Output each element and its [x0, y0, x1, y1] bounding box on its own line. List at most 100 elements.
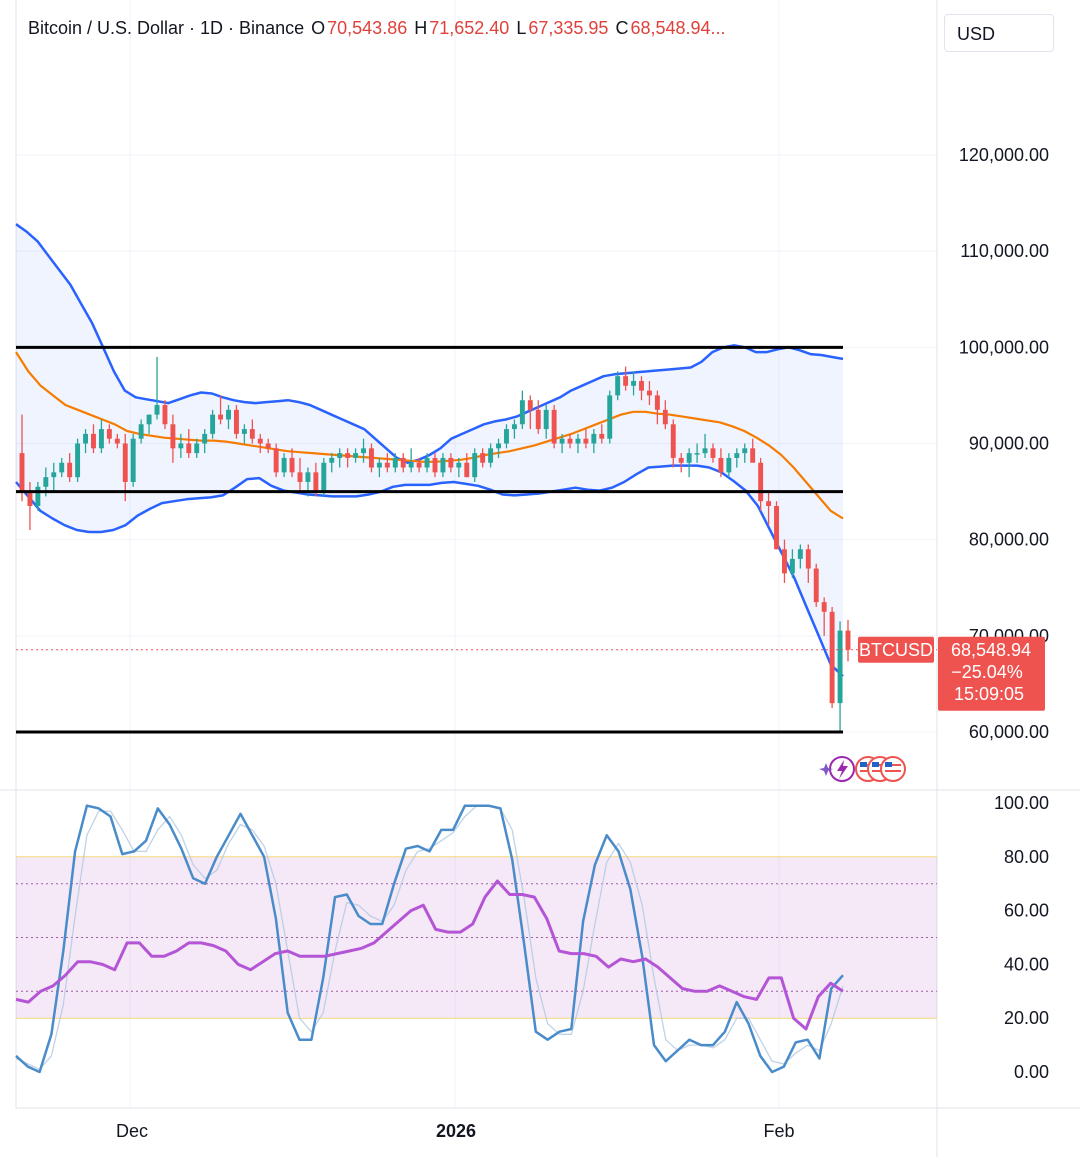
candle-body [623, 376, 629, 386]
event-icons[interactable] [819, 756, 906, 782]
symbol-title: Bitcoin / U.S. Dollar · 1D · Binance [28, 18, 305, 38]
candle-body [106, 429, 112, 439]
candle-body [464, 462, 470, 478]
flag-canton-icon [872, 762, 879, 767]
candle-body [329, 457, 335, 463]
price-badge: BTCUSD 68,548.94−25.04%15:09:05 [858, 636, 1045, 711]
open-value: 70,543.86 [327, 18, 408, 38]
candle-body [496, 443, 502, 449]
candle-body [114, 438, 120, 444]
price-tick-label: 110,000.00 [960, 241, 1049, 261]
candle-body [789, 558, 795, 574]
candle-body [774, 506, 779, 550]
candle-body [480, 453, 486, 463]
candle-body [91, 433, 96, 449]
candle-body [305, 472, 311, 482]
candle-body [218, 414, 224, 420]
ticker-text: BTCUSD [859, 640, 933, 660]
candle-body [337, 453, 343, 458]
price-axis[interactable]: 120,000.00 110,000.00 100,000.00 90,000.00 8… [959, 145, 1049, 742]
flag-canton-icon [860, 762, 867, 767]
osc-tick-label: 20.00 [1004, 1008, 1049, 1028]
price-tick-label: 60,000.00 [969, 722, 1049, 742]
currency-button[interactable]: USD [944, 14, 1054, 52]
candle-body [27, 491, 33, 507]
time-tick-label: Feb [763, 1121, 794, 1141]
candle-body [646, 390, 652, 396]
candle-body [361, 448, 366, 454]
candle-body [241, 429, 247, 434]
candle-body [281, 457, 287, 473]
time-axis[interactable]: Dec 2026 Feb [116, 1121, 795, 1141]
lightning-bolt-icon [837, 760, 848, 779]
candle-body [583, 438, 589, 444]
stoch-k-line [15, 804, 844, 1074]
flag-stripe-icon [872, 770, 888, 772]
candle-body [408, 462, 414, 468]
badge-change: −25.04% [951, 662, 1023, 682]
candle-body [511, 424, 517, 430]
candle-body [353, 453, 359, 458]
osc-tick-label: 0.00 [1014, 1062, 1049, 1082]
high-label: H [414, 18, 428, 38]
candle-body [710, 448, 716, 458]
candle-body [122, 443, 128, 482]
candle-body [615, 376, 621, 396]
close-label: C [615, 18, 629, 38]
candle-body [591, 433, 597, 444]
candle-body [829, 611, 835, 704]
candle-body [519, 400, 525, 425]
price-tick-label: 100,000.00 [959, 337, 1049, 357]
candle-body [448, 457, 454, 468]
candle-body [313, 472, 319, 492]
candle-body [535, 409, 541, 430]
candle-body [226, 409, 231, 420]
candles [19, 356, 851, 732]
close-value: 68,548.94... [630, 18, 726, 38]
low-value: 67,335.95 [528, 18, 609, 38]
candle-body [488, 448, 494, 463]
candle-body [67, 462, 73, 478]
price-tick-label: 90,000.00 [969, 434, 1049, 454]
candle-body [138, 424, 144, 439]
candle-body [35, 486, 41, 507]
candle-body [639, 380, 644, 391]
candle-body [837, 630, 843, 704]
candle-body [551, 409, 557, 444]
candle-body [249, 429, 255, 439]
candle-body [170, 424, 176, 449]
candle-body [146, 414, 152, 425]
price-tag [938, 636, 1045, 711]
price-tick-label: 80,000.00 [969, 530, 1049, 550]
candle-body [472, 453, 478, 478]
candle-body [289, 457, 295, 473]
flag-us-icon[interactable] [880, 756, 906, 782]
candle-body [202, 433, 208, 444]
candle-body [686, 453, 692, 463]
candle-body [384, 462, 390, 468]
candle-body [527, 400, 533, 410]
candle-body [186, 443, 192, 454]
candle-body [233, 409, 239, 434]
upper-band-line [15, 223, 844, 464]
candle-body [210, 414, 216, 434]
badge-price: 68,548.94 [951, 640, 1031, 660]
candle-body [392, 457, 398, 468]
candle-body [51, 472, 57, 478]
candle-body [178, 443, 184, 449]
candle-body [345, 453, 351, 458]
candle-body [631, 380, 637, 386]
low-label: L [516, 18, 527, 38]
candle-body [813, 568, 819, 603]
badge-countdown: 15:09:05 [954, 684, 1024, 704]
oscillator-pane: 100.00 80.00 60.00 40.00 20.00 0.00 [15, 793, 1049, 1082]
candle-body [265, 443, 271, 449]
candle-body [43, 477, 49, 487]
osc-tick-label: 40.00 [1004, 954, 1049, 974]
candle-body [734, 453, 740, 458]
candle-body [750, 448, 756, 463]
candle-body [702, 448, 708, 454]
candle-body [59, 462, 65, 473]
